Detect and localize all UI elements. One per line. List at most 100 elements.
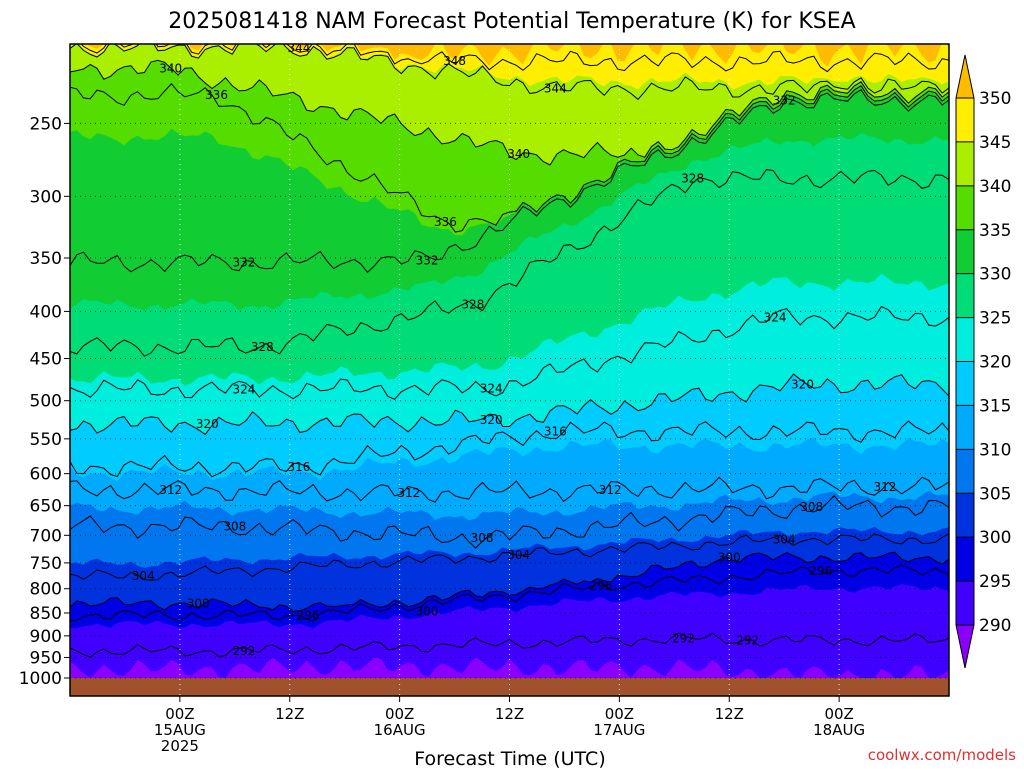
colorbar-segment	[956, 185, 974, 230]
colorbar-segment	[956, 405, 974, 450]
colorbar-segment	[956, 625, 974, 668]
contour-label: 292	[736, 633, 759, 647]
colorbar-segment	[956, 361, 974, 406]
contour-label: 312	[873, 480, 896, 494]
contour-label: 304	[132, 569, 155, 583]
colorbar-segment	[956, 98, 974, 142]
y-tick-label: 300	[30, 187, 62, 207]
contour-label: 312	[397, 486, 420, 500]
isentrope-line	[70, 551, 949, 612]
x-tick-label: 17AUG	[593, 721, 645, 739]
isentrope-line	[70, 420, 949, 478]
colorbar-label: 345	[979, 133, 1011, 153]
isentrope-line	[70, 476, 949, 503]
contour-label: 344	[544, 81, 567, 95]
colorbar-segment	[956, 273, 974, 318]
y-tick-label: 250	[30, 114, 62, 134]
contour-label: 312	[159, 483, 182, 497]
colorbar-segment	[956, 55, 974, 98]
contour-label: 312	[599, 483, 622, 497]
y-tick-label: 650	[30, 497, 62, 517]
y-tick-label: 400	[30, 302, 62, 322]
isentrope-line	[70, 495, 949, 549]
contour-label: 332	[233, 256, 256, 270]
y-tick-label: 1000	[19, 669, 62, 689]
y-tick-label: 550	[30, 430, 62, 450]
contour-label: 308	[471, 531, 494, 545]
contour-label: 324	[764, 310, 787, 324]
contour-label: 296	[809, 564, 832, 578]
colorbar-label: 350	[979, 89, 1011, 109]
contour-label: 332	[416, 253, 439, 267]
isentrope-line	[70, 59, 949, 166]
y-tick-label: 450	[30, 350, 62, 370]
contour-label: 340	[507, 147, 530, 161]
x-tick-label: 2025	[161, 737, 199, 755]
colorbar-segment	[956, 141, 974, 186]
x-axis-label: Forecast Time (UTC)	[414, 748, 605, 768]
colorbar-segment	[956, 581, 974, 625]
contour-label: 292	[672, 632, 695, 646]
credit-text: coolwx.com/models	[868, 746, 1016, 764]
colorbar-label: 330	[979, 265, 1011, 285]
contour-label: 320	[196, 417, 219, 431]
x-tick-label: 18AUG	[813, 721, 865, 739]
x-tick-label: 15AUG	[154, 721, 206, 739]
contour-label: 296	[590, 579, 613, 593]
chart-title: 2025081418 NAM Forecast Potential Temper…	[168, 9, 855, 34]
y-tick-label: 800	[30, 580, 62, 600]
colorbar-label: 325	[979, 309, 1011, 329]
contour-label: 320	[480, 413, 503, 427]
x-tick-label: 00Z	[165, 705, 194, 723]
x-tick-label: 12Z	[495, 705, 524, 723]
y-tick-label: 850	[30, 604, 62, 624]
x-tick-label: 00Z	[605, 705, 634, 723]
contour-label: 328	[251, 340, 274, 354]
contour-label: 308	[800, 500, 823, 514]
colorbar-segment	[956, 493, 974, 538]
contour-label: 336	[205, 88, 228, 102]
contour-label: 300	[416, 605, 439, 619]
contour-label: 292	[233, 644, 256, 658]
isentrope-line	[70, 44, 949, 101]
contour-label: 300	[718, 551, 741, 565]
x-tick-label: 00Z	[385, 705, 414, 723]
colorbar-label: 295	[979, 572, 1011, 592]
contour-label: 304	[773, 532, 796, 546]
colorbar-label: 290	[979, 616, 1011, 636]
y-tick-label: 700	[30, 526, 62, 546]
contour-label: 336	[434, 215, 457, 229]
isentrope-line	[70, 632, 949, 658]
contour-label: 328	[461, 297, 484, 311]
isentrope-line	[70, 533, 949, 581]
isentrope-line	[70, 89, 949, 274]
isentrope-line	[70, 305, 949, 400]
colorbar-label: 305	[979, 484, 1011, 504]
isentrope-line	[70, 83, 949, 233]
contour-label: 316	[287, 460, 310, 474]
x-tick-label: 12Z	[275, 705, 304, 723]
contour-label: 344	[287, 41, 310, 55]
x-tick-label: 16AUG	[374, 721, 426, 739]
x-tick-label: 12Z	[715, 705, 744, 723]
colorbar-label: 335	[979, 221, 1011, 241]
isentrope-line	[70, 373, 949, 436]
contour-label: 332	[773, 93, 796, 107]
fill-band	[86, 44, 949, 67]
colorbar-label: 300	[979, 528, 1011, 548]
contour-label: 316	[544, 424, 567, 438]
contour-label: 308	[223, 520, 246, 534]
contour-label: 304	[507, 548, 530, 562]
colorbar-label: 315	[979, 396, 1011, 416]
contour-label: 324	[480, 382, 503, 396]
y-tick-label: 600	[30, 465, 62, 485]
y-tick-label: 500	[30, 392, 62, 412]
ground-surface	[70, 678, 949, 696]
contour-label: 320	[791, 377, 814, 391]
y-tick-label: 350	[30, 249, 62, 269]
colorbar-label: 340	[979, 177, 1011, 197]
colorbar-segment	[956, 229, 974, 274]
contour-label: 300	[187, 596, 210, 610]
